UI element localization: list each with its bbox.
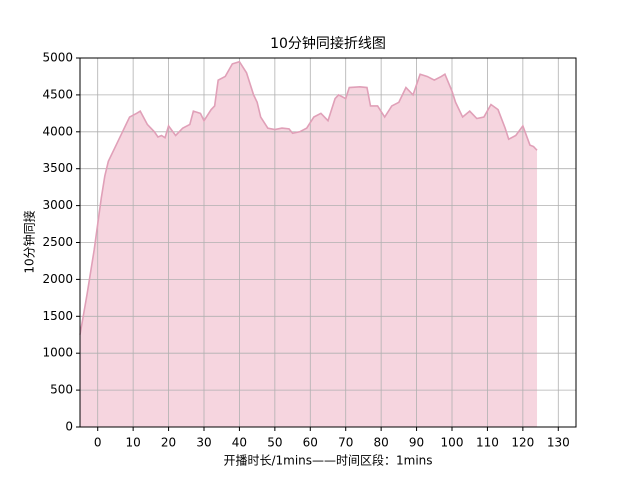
y-tick-label: 4000: [42, 124, 73, 138]
x-tick-label: 60: [303, 436, 318, 450]
area-fill: [80, 61, 538, 427]
y-tick-label: 3500: [42, 161, 73, 175]
y-tick-label: 3000: [42, 198, 73, 212]
y-tick-label: 5000: [42, 51, 73, 65]
x-tick-label: 90: [409, 436, 424, 450]
x-tick-label: 110: [476, 436, 499, 450]
y-tick-label: 1000: [42, 346, 73, 360]
line: [79, 60, 538, 335]
y-tick-label: 2000: [42, 272, 73, 286]
y-tick-label: 500: [50, 383, 73, 397]
y-tick-label: 4500: [42, 87, 73, 101]
y-tick-label: 1500: [42, 309, 73, 323]
x-tick-label: 130: [547, 436, 570, 450]
x-tick-label: 10: [126, 436, 141, 450]
chart-title: 10分钟同接折线图: [270, 35, 386, 52]
x-tick-label: 80: [374, 436, 389, 450]
x-tick-label: 70: [338, 436, 353, 450]
x-tick-label: 120: [511, 436, 534, 450]
y-tick-label: 0: [65, 420, 73, 434]
y-tick-label: 2500: [42, 235, 73, 249]
x-tick-label: 0: [94, 436, 102, 450]
x-tick-label: 50: [267, 436, 282, 450]
x-tick-label: 20: [161, 436, 176, 450]
x-tick-label: 30: [196, 436, 211, 450]
x-tick-label: 40: [232, 436, 247, 450]
y-axis-label: 10分钟同接: [22, 210, 37, 273]
x-axis-label: 开播时长/1mins——时间区段：1mins: [223, 453, 432, 468]
x-tick-label: 100: [441, 436, 464, 450]
plot-frame: [79, 57, 577, 428]
